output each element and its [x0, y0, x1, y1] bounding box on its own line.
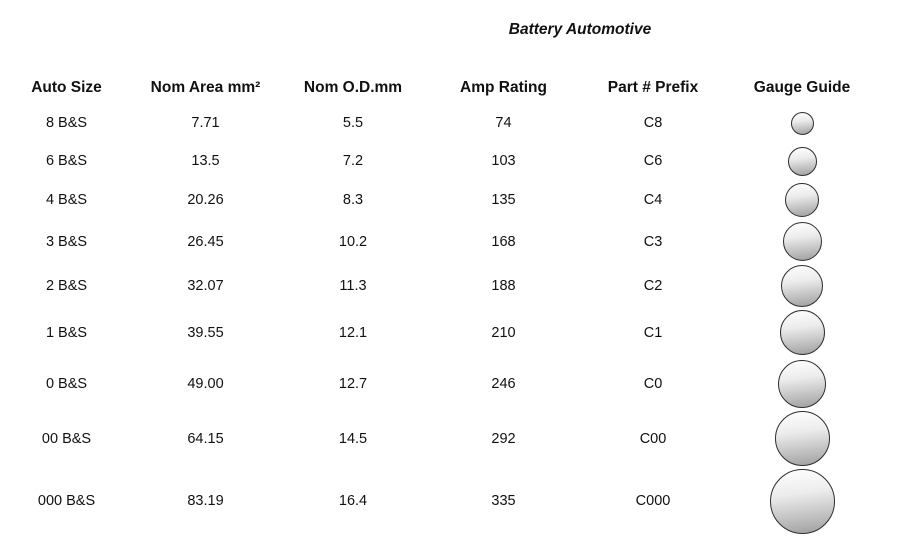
nom-area-value: 13.5 [191, 153, 220, 169]
spec-table: Auto Size Nom Area mm² Nom O.D.mm Amp Ra… [0, 72, 877, 535]
gauge-circle-icon [781, 264, 823, 307]
table-row: 00 B&S 64.15 14.5 292 C00 [0, 410, 877, 467]
nom-od-value: 5.5 [342, 115, 364, 131]
table-row: 1 B&S 39.55 12.1 210 C1 [0, 308, 877, 357]
gauge-circle-icon [787, 146, 817, 176]
part-prefix-value: C2 [643, 277, 663, 294]
gauge-cell [727, 411, 877, 466]
table-header-row: Auto Size Nom Area mm² Nom O.D.mm Amp Ra… [0, 72, 877, 104]
table-row: 2 B&S 32.07 11.3 188 C2 [0, 263, 877, 308]
nom-area-value: 32.07 [187, 277, 224, 294]
part-prefix-value: C3 [643, 233, 663, 250]
nom-area-value: 64.15 [187, 430, 224, 447]
auto-size-value: 000 B&S [37, 493, 96, 509]
auto-size-value: 6 B&S [45, 153, 88, 169]
gauge-cell [727, 111, 877, 135]
part-prefix-value: C0 [643, 375, 663, 392]
gauge-cell [727, 183, 877, 217]
amp-rating-value: 210 [491, 324, 516, 341]
table-row: 4 B&S 20.26 8.3 135 C4 [0, 180, 877, 220]
part-prefix-value: C8 [643, 115, 663, 131]
part-prefix-value: C6 [643, 153, 663, 169]
gauge-circle-icon [782, 222, 822, 261]
column-header-gauge-guide: Gauge Guide [753, 79, 851, 96]
part-prefix-value: C1 [643, 324, 663, 341]
nom-od-value: 7.2 [342, 153, 364, 169]
nom-od-value: 12.1 [338, 324, 368, 341]
gauge-circle-icon [778, 359, 826, 408]
nom-area-value: 26.45 [187, 233, 224, 250]
table-row: 8 B&S 7.71 5.5 74 C8 [0, 104, 877, 142]
auto-size-value: 3 B&S [45, 233, 88, 250]
auto-size-value: 0 B&S [45, 375, 88, 392]
table-row: 6 B&S 13.5 7.2 103 C6 [0, 142, 877, 180]
column-header-amp-rating: Amp Rating [460, 79, 547, 96]
auto-size-value: 4 B&S [45, 192, 88, 208]
auto-size-value: 00 B&S [41, 430, 92, 447]
amp-rating-value: 135 [491, 192, 516, 208]
column-header-part-prefix: Part # Prefix [607, 79, 699, 96]
nom-area-value: 20.26 [187, 192, 224, 208]
nom-od-value: 16.4 [338, 493, 368, 509]
gauge-circle-icon [774, 411, 830, 466]
nom-area-value: 7.71 [191, 115, 220, 131]
nom-area-value: 49.00 [187, 375, 224, 392]
table-row: 3 B&S 26.45 10.2 168 C3 [0, 220, 877, 263]
nom-area-value: 83.19 [187, 493, 224, 509]
gauge-cell [727, 468, 877, 534]
part-prefix-value: C000 [635, 493, 671, 509]
amp-rating-value: 168 [491, 233, 516, 250]
gauge-circle-icon [769, 468, 835, 534]
amp-rating-value: 103 [491, 153, 516, 169]
gauge-circle-icon [785, 183, 819, 217]
nom-od-value: 10.2 [338, 233, 368, 250]
amp-rating-value: 188 [491, 277, 516, 294]
nom-area-value: 39.55 [187, 324, 224, 341]
gauge-circle-icon [779, 310, 825, 355]
auto-size-value: 8 B&S [45, 115, 88, 131]
nom-od-value: 12.7 [338, 375, 368, 392]
amp-rating-value: 335 [491, 493, 516, 509]
nom-od-value: 8.3 [342, 192, 364, 208]
column-header-nom-area: Nom Area mm² [150, 79, 261, 96]
gauge-cell [727, 264, 877, 307]
part-prefix-value: C00 [639, 430, 667, 447]
amp-rating-value: 292 [491, 430, 516, 447]
column-header-auto-size: Auto Size [31, 79, 102, 96]
gauge-cell [727, 222, 877, 261]
column-header-nom-od: Nom O.D.mm [303, 79, 403, 96]
nom-od-value: 11.3 [339, 277, 367, 294]
page-title: Battery Automotive [508, 21, 652, 38]
amp-rating-value: 246 [491, 375, 516, 392]
gauge-cell [727, 310, 877, 355]
auto-size-value: 1 B&S [45, 324, 88, 341]
part-prefix-value: C4 [643, 192, 663, 208]
auto-size-value: 2 B&S [45, 277, 88, 294]
amp-rating-value: 74 [495, 115, 512, 131]
table-row: 0 B&S 49.00 12.7 246 C0 [0, 357, 877, 410]
gauge-circle-icon [790, 111, 814, 135]
nom-od-value: 14.5 [338, 430, 368, 447]
gauge-cell [727, 359, 877, 408]
table-row: 000 B&S 83.19 16.4 335 C000 [0, 467, 877, 535]
gauge-cell [727, 146, 877, 176]
